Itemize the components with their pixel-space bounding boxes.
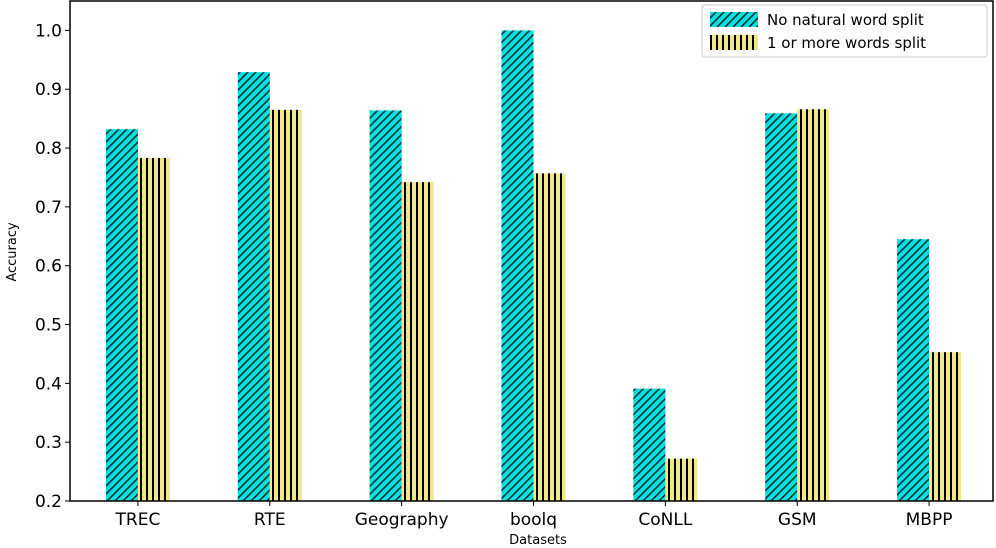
x-tick-label: GSM — [778, 510, 817, 530]
legend: No natural word split 1 or more words sp… — [701, 4, 988, 58]
x-axis-title: Datasets — [509, 533, 567, 548]
y-tick-label: 0.3 — [35, 433, 62, 453]
x-tick-label: RTE — [254, 510, 286, 530]
y-tick-label: 0.8 — [35, 139, 62, 159]
y-tick-label: 0.4 — [35, 374, 62, 394]
bar-trec-series-0 — [105, 129, 138, 501]
x-tick-label: TREC — [115, 510, 161, 530]
legend-label-split: 1 or more words split — [767, 34, 926, 52]
bar-gsm-series-0 — [765, 113, 798, 502]
plot-frame — [69, 0, 994, 502]
x-tick-label: CoNLL — [638, 510, 692, 530]
legend-swatch-no-split — [710, 12, 758, 27]
x-tick-label: Geography — [355, 510, 449, 530]
x-axis-ticks: TREC RTE Geography boolq CoNLL GSM MBPP — [115, 501, 953, 530]
legend-swatch-split — [710, 35, 758, 50]
bar-geography-series-0 — [369, 110, 402, 501]
bar-gsm-series-1 — [797, 109, 830, 501]
x-tick-label: boolq — [510, 510, 557, 530]
bar-mbpp-series-0 — [897, 239, 930, 501]
bar-rte-series-0 — [237, 72, 270, 502]
bar-boolq-series-1 — [533, 173, 566, 501]
bar-conll-series-0 — [633, 388, 666, 501]
y-axis-ticks: 0.2 0.3 0.4 0.5 0.6 0.7 0.8 0.9 1.0 — [35, 21, 70, 512]
y-tick-label: 1.0 — [35, 21, 62, 41]
legend-box — [701, 4, 988, 58]
y-tick-label: 0.6 — [35, 257, 62, 277]
y-tick-label: 0.9 — [35, 80, 62, 100]
bar-geography-series-1 — [401, 182, 434, 502]
y-tick-label: 0.2 — [35, 492, 62, 512]
x-tick-label: MBPP — [906, 510, 953, 530]
y-axis-title: Accuracy — [5, 222, 20, 282]
y-tick-label: 0.7 — [35, 198, 62, 218]
bar-conll-series-1 — [665, 458, 698, 501]
bar-rte-series-1 — [269, 109, 302, 501]
y-tick-label: 0.5 — [35, 316, 62, 336]
legend-label-no-split: No natural word split — [767, 11, 924, 29]
bar-trec-series-1 — [137, 158, 170, 501]
bar-boolq-series-0 — [501, 30, 534, 501]
bars-group — [105, 30, 962, 502]
bar-mbpp-series-1 — [929, 352, 962, 501]
